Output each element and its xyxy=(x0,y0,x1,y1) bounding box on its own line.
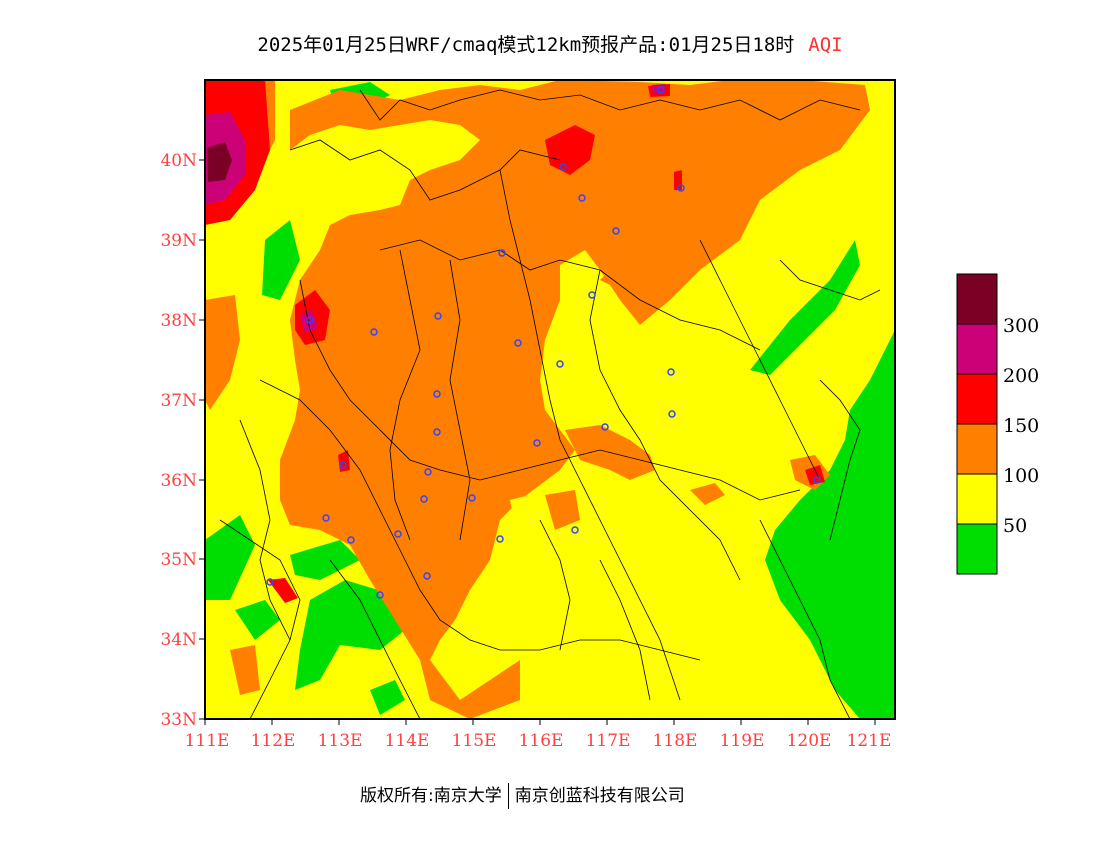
lon-label: 114E xyxy=(385,731,430,751)
lon-labels: 111E 112E 113E 114E 115E 116E 117E 118E … xyxy=(185,731,892,751)
legend-swatch-2 xyxy=(956,373,998,425)
legend-swatch-3 xyxy=(956,423,998,475)
lon-label: 121E xyxy=(847,731,892,751)
legend-label: 50 xyxy=(1003,515,1027,537)
lon-label: 111E xyxy=(185,731,230,751)
aqi-legend: 300 200 150 100 50 xyxy=(956,273,1039,575)
legend-swatch-4 xyxy=(956,473,998,525)
lat-label: 34N xyxy=(160,630,197,650)
map-title: 2025年01月25日WRF/cmaq模式12km预报产品:01月25日18时 A… xyxy=(0,30,1100,57)
lat-label: 33N xyxy=(160,710,197,730)
legend-label: 300 xyxy=(1003,315,1039,337)
lat-labels: 33N 34N 35N 36N 37N 38N 39N 40N xyxy=(160,151,197,730)
lat-label: 38N xyxy=(160,311,197,331)
lon-label: 116E xyxy=(519,731,564,751)
title-text: 2025年01月25日WRF/cmaq模式12km预报产品:01月25日18时 xyxy=(257,34,795,56)
lat-label: 37N xyxy=(160,391,197,411)
legend-swatch-5 xyxy=(956,523,998,575)
lon-label: 119E xyxy=(720,731,765,751)
copyright-footer: 版权所有:南京大学 南京创蓝科技有限公司 xyxy=(360,781,685,809)
legend-label: 200 xyxy=(1003,365,1039,387)
boundaries xyxy=(219,89,881,719)
variable-label: AQI xyxy=(808,34,843,56)
lat-label: 35N xyxy=(160,550,197,570)
company-name: 南京创蓝科技有限公司 xyxy=(514,786,685,806)
lon-label: 117E xyxy=(586,731,631,751)
lat-label: 36N xyxy=(160,471,197,491)
axis-ticks xyxy=(199,159,876,725)
lon-label: 113E xyxy=(318,731,363,751)
lat-label: 40N xyxy=(160,151,197,171)
divider xyxy=(507,783,509,809)
legend-swatch-0 xyxy=(956,273,998,325)
legend-swatch-1 xyxy=(956,323,998,375)
legend-label: 100 xyxy=(1003,465,1039,487)
city-markers xyxy=(266,86,821,599)
lon-label: 120E xyxy=(787,731,832,751)
lon-label: 115E xyxy=(452,731,497,751)
lat-label: 39N xyxy=(160,231,197,251)
legend-label: 150 xyxy=(1003,415,1039,437)
map-field xyxy=(205,80,895,719)
copyright-text: 版权所有:南京大学 xyxy=(360,786,502,806)
lon-label: 112E xyxy=(251,731,296,751)
lon-label: 118E xyxy=(653,731,698,751)
